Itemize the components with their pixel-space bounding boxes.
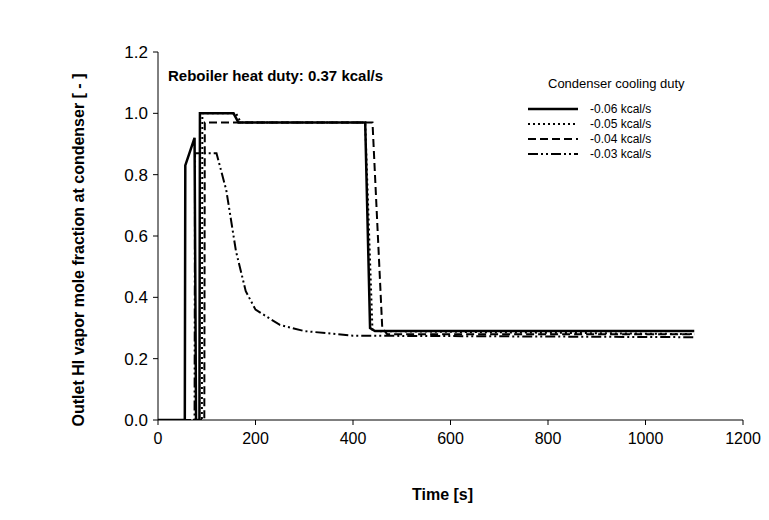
- y-tick-label: 0.0: [124, 411, 148, 430]
- series-line: [158, 123, 694, 420]
- legend-label: -0.06 kcal/s: [590, 102, 651, 116]
- series-line: [158, 113, 694, 420]
- x-tick: [548, 420, 549, 425]
- y-tick-label: 0.4: [124, 288, 148, 307]
- x-axis-title: Time [s]: [412, 486, 473, 503]
- chart: 0 200 400 600 800 1000 1200 0.0 0.2 0.4 0.6 0.8 1.0 1…: [0, 0, 769, 520]
- x-tick: [450, 420, 451, 425]
- legend-swatch: [528, 108, 578, 111]
- legend-label: -0.05 kcal/s: [590, 117, 651, 131]
- y-tick: [153, 420, 158, 421]
- y-tick-label: 1.2: [124, 43, 148, 62]
- x-tick-label: 400: [340, 430, 367, 447]
- x-tick: [255, 420, 256, 425]
- x-tick-label: 0: [154, 430, 163, 447]
- y-tick: [153, 297, 158, 298]
- y-tick: [153, 174, 158, 175]
- y-tick: [153, 236, 158, 237]
- legend-label: -0.03 kcal/s: [590, 147, 651, 161]
- legend-swatch: [528, 138, 578, 140]
- plot-lines: [158, 113, 694, 420]
- legend-label: -0.04 kcal/s: [590, 132, 651, 146]
- x-tick-label: 600: [437, 430, 464, 447]
- legend-title: Condenser cooling duty: [548, 76, 685, 91]
- x-tick: [645, 420, 646, 425]
- x-tick-label: 800: [535, 430, 562, 447]
- y-tick: [153, 52, 158, 53]
- y-axis-title: Outlet HI vapor mole fraction at condens…: [70, 74, 87, 427]
- y-tick: [153, 113, 158, 114]
- x-tick-label: 1200: [725, 430, 761, 447]
- x-tick: [158, 420, 159, 425]
- x-tick-label: 200: [242, 430, 269, 447]
- series-line: [158, 113, 694, 420]
- y-tick-label: 0.6: [124, 227, 148, 246]
- legend-swatch: [528, 153, 578, 155]
- y-tick-label: 1.0: [124, 104, 148, 123]
- y-tick-label: 0.8: [124, 166, 148, 185]
- x-tick: [743, 420, 744, 425]
- y-tick-label: 0.2: [124, 350, 148, 369]
- annotation: Reboiler heat duty: 0.37 kcal/s: [168, 67, 383, 84]
- series-line: [158, 153, 694, 420]
- x-tick-label: 1000: [628, 430, 664, 447]
- legend-swatch: [528, 123, 578, 125]
- x-tick: [353, 420, 354, 425]
- y-tick: [153, 358, 158, 359]
